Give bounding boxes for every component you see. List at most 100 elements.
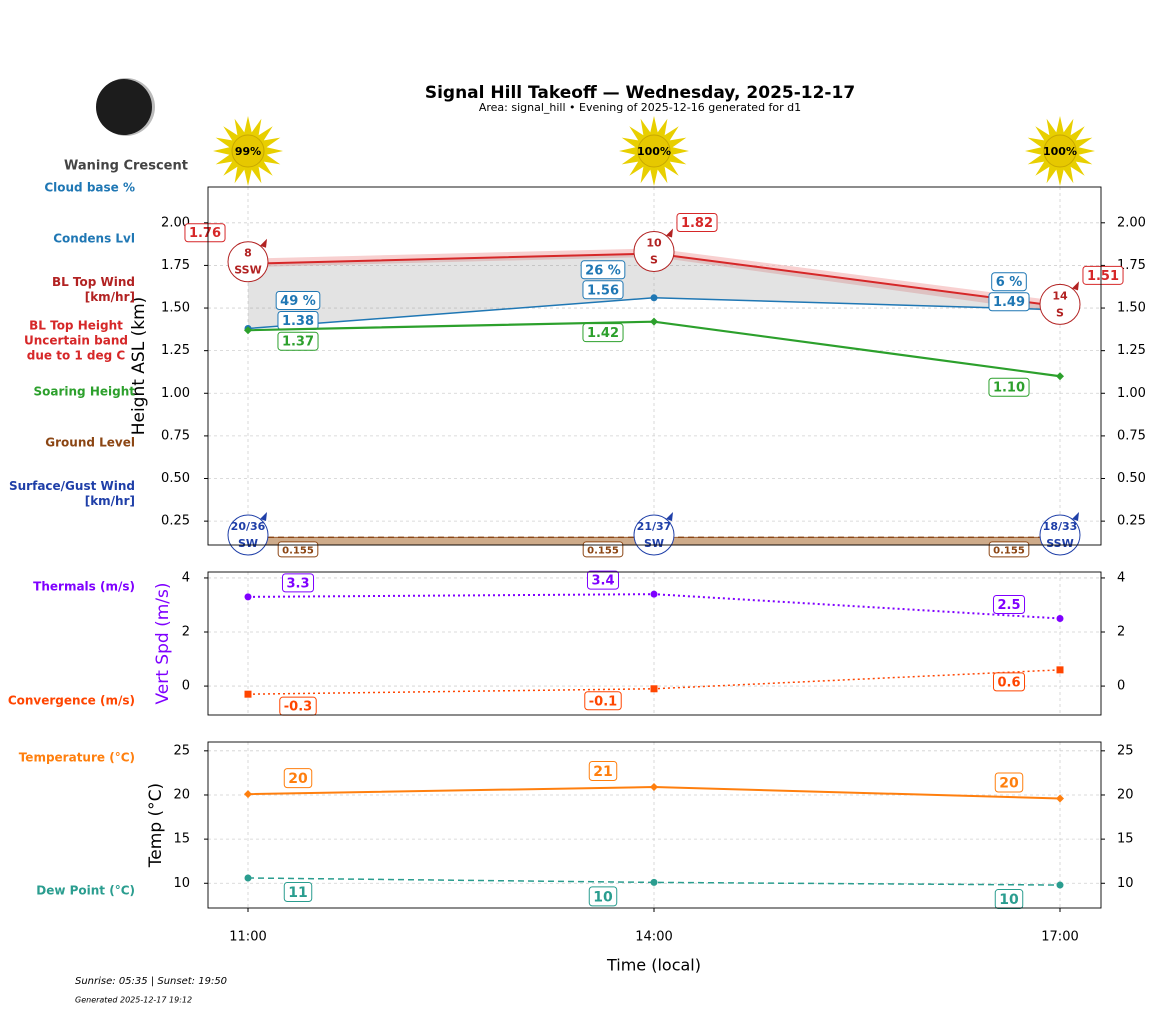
- value-label: -0.3: [284, 700, 312, 715]
- value-label-box: [988, 541, 1030, 558]
- y-tick-label: 10: [173, 876, 190, 891]
- point: [650, 878, 658, 886]
- point: [244, 874, 252, 882]
- y-tick-label: 1.50: [161, 301, 190, 316]
- y-tick-label: 1.25: [1117, 343, 1146, 358]
- value-label: 1.37: [282, 335, 314, 350]
- value-label-box: [588, 886, 618, 907]
- value-label: 0.155: [587, 545, 619, 556]
- value-label: 1.38: [282, 314, 314, 329]
- wind-speed: 21/37: [637, 520, 672, 533]
- wind-direction: SSW: [1046, 537, 1073, 550]
- value-label-box: [676, 212, 718, 232]
- y-axis-label: Height ASL (km): [129, 297, 149, 436]
- plot-frame: [207, 571, 1102, 716]
- y-tick-label: 4: [1117, 570, 1125, 585]
- value-label-box: [283, 768, 313, 789]
- value-label-box: [584, 691, 622, 711]
- value-label-box: [582, 323, 624, 343]
- value-label-box: [588, 761, 618, 782]
- y-tick-label: 10: [1117, 876, 1134, 891]
- row-label: Condens Lvl: [53, 231, 135, 246]
- value-label: 20: [288, 771, 308, 787]
- wind-direction: SW: [238, 537, 258, 550]
- y-tick-label: 20: [1117, 787, 1134, 802]
- wind-direction: SW: [644, 537, 664, 550]
- y-tick-label: 20: [173, 787, 190, 802]
- chart-subtitle: Area: signal_hill • Evening of 2025-12-1…: [479, 101, 801, 114]
- value-label-box: [994, 772, 1024, 793]
- point: [1056, 666, 1064, 674]
- value-label-box: [277, 331, 319, 351]
- value-label: 0.6: [997, 675, 1020, 690]
- wind-circle: [1039, 283, 1081, 325]
- boundary-layer-area: [248, 253, 1060, 329]
- value-label: 1.76: [189, 226, 221, 241]
- sun: [637, 134, 671, 168]
- x-tick-label: 11:00: [229, 930, 266, 945]
- value-label: 49 %: [280, 294, 316, 309]
- value-label-box: [582, 280, 624, 300]
- row-label: Cloud base %: [44, 180, 135, 195]
- y-tick-label: 1.50: [1117, 301, 1146, 316]
- point: [1056, 372, 1064, 381]
- wind-speed: 20/36: [231, 520, 266, 533]
- wind-speed: 18/33: [1043, 520, 1078, 533]
- value-label: 26 %: [585, 263, 621, 278]
- value-label: 0.155: [993, 545, 1025, 556]
- value-label-box: [281, 573, 315, 593]
- y-tick-label: 15: [173, 832, 190, 847]
- sun-times: Sunrise: 05:35 | Sunset: 19:50: [75, 976, 227, 987]
- wind-speed: 10: [646, 236, 662, 249]
- y-tick-label: 1.00: [1117, 386, 1146, 401]
- point: [1056, 614, 1064, 622]
- sun: [1043, 134, 1077, 168]
- uncertainty-band: [248, 248, 1060, 314]
- y-tick-label: 25: [1117, 743, 1134, 758]
- row-label: Soaring Height: [33, 384, 136, 399]
- wind-direction: S: [650, 253, 658, 266]
- sun-label: 100%: [637, 145, 671, 158]
- generated-time: Generated 2025-12-17 19:12: [75, 996, 192, 1005]
- value-label-box: [992, 594, 1026, 614]
- sun: [231, 134, 265, 168]
- y-tick-label: 0: [182, 679, 190, 694]
- value-label-box: [580, 260, 626, 280]
- row-label: BL Top Wind [km/hr]: [51, 275, 135, 304]
- wind-circle: [633, 230, 675, 272]
- y-axis-label: Vert Spd (m/s): [153, 582, 173, 704]
- value-label-box: [991, 272, 1027, 292]
- point: [650, 685, 658, 693]
- value-label: 1.49: [993, 295, 1025, 310]
- y-tick-label: 2: [182, 625, 190, 640]
- point: [650, 294, 658, 302]
- value-label-box: [586, 570, 620, 590]
- value-label-box: [992, 672, 1026, 692]
- row-label: Ground Level: [45, 435, 135, 450]
- point: [244, 593, 252, 601]
- row-label: BL Top Height Uncertain band due to 1 de…: [24, 318, 128, 363]
- value-label: 0.155: [282, 545, 314, 556]
- y-tick-label: 0.75: [161, 428, 190, 443]
- moon-phase: Waning Crescent: [64, 159, 188, 174]
- value-label-box: [988, 292, 1030, 312]
- point: [244, 790, 252, 799]
- point: [650, 317, 658, 326]
- value-label: 21: [593, 764, 612, 780]
- value-label: 1.10: [993, 381, 1025, 396]
- y-tick-label: 0.50: [161, 471, 190, 486]
- value-label: 1.82: [681, 216, 713, 231]
- sun-label: 100%: [1043, 145, 1077, 158]
- wind-arrow: [260, 512, 267, 521]
- value-label: -0.1: [589, 694, 617, 709]
- y-tick-label: 1.25: [161, 343, 190, 358]
- y-tick-label: 25: [173, 743, 190, 758]
- wind-speed: 8: [244, 247, 252, 260]
- y-tick-label: 15: [1117, 832, 1134, 847]
- wind-speed: 14: [1052, 289, 1068, 302]
- wind-arrow: [260, 238, 267, 248]
- point: [650, 590, 658, 598]
- chart-title: Signal Hill Takeoff — Wednesday, 2025-12…: [425, 83, 855, 103]
- value-label-box: [994, 889, 1024, 910]
